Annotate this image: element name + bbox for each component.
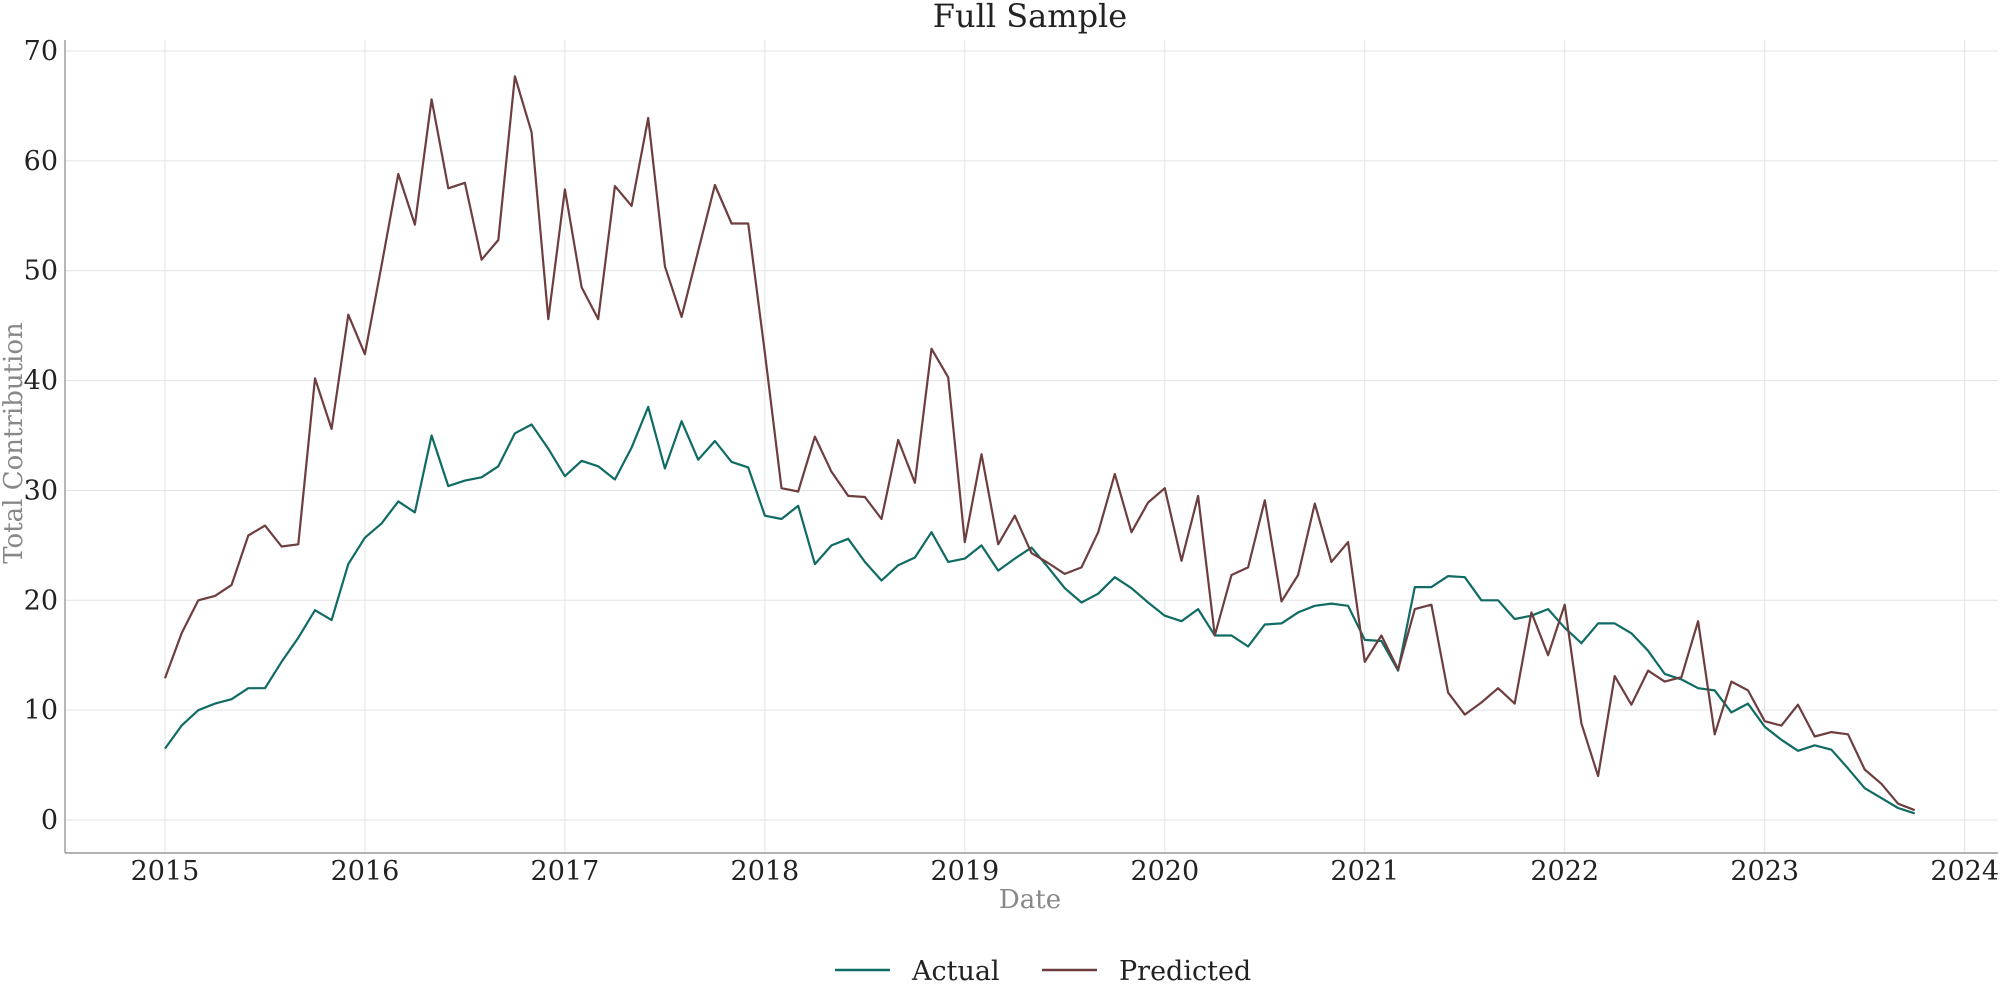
y-tick-label: 10 — [24, 695, 58, 726]
y-tick-labels: 0 10 20 30 40 50 60 70 — [24, 36, 58, 836]
chart-title: Full Sample — [933, 0, 1127, 35]
y-tick-label: 70 — [24, 36, 58, 67]
x-tick-label: 2019 — [930, 856, 999, 887]
y-tick-label: 50 — [24, 256, 58, 287]
x-tick-label: 2023 — [1730, 856, 1799, 887]
y-tick-label: 0 — [41, 805, 58, 836]
axes — [64, 40, 1998, 854]
y-tick-label: 60 — [24, 146, 58, 177]
x-tick-labels: 2015 2016 2017 2018 2019 2020 2021 2022 2023 2024 — [131, 856, 1999, 887]
y-tick-label: 30 — [24, 475, 58, 506]
x-tick-label: 2020 — [1130, 856, 1199, 887]
x-tick-label: 2015 — [131, 856, 200, 887]
legend-label-predicted: Predicted — [1119, 956, 1251, 987]
x-axis-label: Date — [999, 885, 1061, 915]
grid — [65, 40, 1998, 853]
legend-label-actual: Actual — [911, 956, 1000, 987]
series-line-actual — [164, 405, 1916, 815]
x-tick-label: 2017 — [531, 856, 600, 887]
y-tick-label: 40 — [24, 366, 58, 397]
y-tick-label: 20 — [24, 585, 58, 616]
x-tick-label: 2018 — [731, 856, 800, 887]
x-tick-label: 2021 — [1330, 856, 1399, 887]
y-axis-label: Total Contribution — [0, 322, 29, 564]
x-tick-label: 2022 — [1530, 856, 1599, 887]
legend: Actual Predicted — [835, 956, 1251, 987]
x-tick-label: 2016 — [331, 856, 400, 887]
x-tick-label: 2024 — [1930, 856, 1999, 887]
series — [163, 75, 1916, 815]
series-line-predicted — [163, 75, 1916, 812]
